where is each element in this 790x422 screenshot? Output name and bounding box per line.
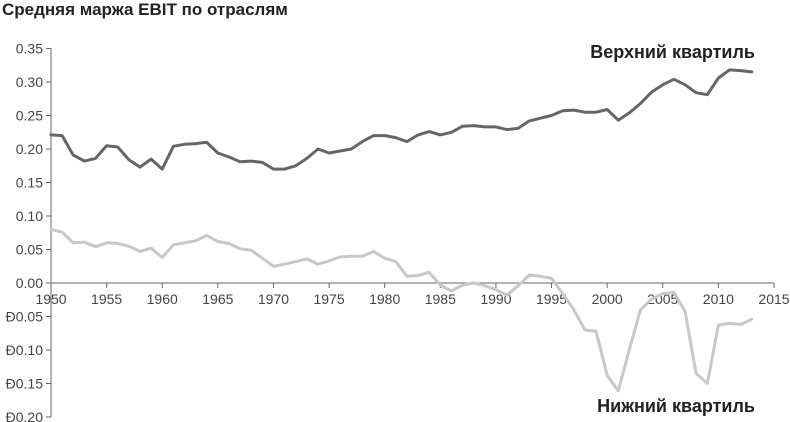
lower-quartile-line xyxy=(49,227,754,393)
x-tick-label: 1960 xyxy=(147,291,178,307)
x-tick-label: 1965 xyxy=(202,291,233,307)
y-tick-label: 0.20 xyxy=(16,141,43,157)
y-tick-label: Ð0.10 xyxy=(6,342,44,358)
y-tick-label: 0.15 xyxy=(16,175,43,191)
lower-quartile-label: Нижний квартиль xyxy=(597,396,755,416)
x-tick-label: 2010 xyxy=(703,291,734,307)
x-tick-label: 1955 xyxy=(91,291,122,307)
x-tick-label: 1985 xyxy=(425,291,456,307)
x-tick-label: 1970 xyxy=(258,291,289,307)
x-tick-label: 2000 xyxy=(592,291,623,307)
x-tick-label: 2005 xyxy=(647,291,678,307)
x-tick-label: 1995 xyxy=(536,291,567,307)
y-tick-label: Ð0.05 xyxy=(6,309,44,325)
y-tick-label: 0.00 xyxy=(16,275,43,291)
upper-quartile-label: Верхний квартиль xyxy=(590,42,755,62)
y-tick-label: 0.10 xyxy=(16,208,43,224)
x-tick-label: 1975 xyxy=(313,291,344,307)
y-tick-label: Ð0.20 xyxy=(6,409,44,422)
upper-quartile-line xyxy=(49,68,754,171)
y-tick-label: 0.35 xyxy=(16,41,43,57)
y-tick-label: 0.25 xyxy=(16,108,43,124)
x-tick-label: 1950 xyxy=(35,291,66,307)
x-tick-label: 1980 xyxy=(369,291,400,307)
y-tick-label: Ð0.15 xyxy=(6,376,44,392)
x-tick-label: 2015 xyxy=(758,291,789,307)
chart-title: Средняя маржа EBIT по отраслям xyxy=(2,0,288,19)
y-tick-label: 0.05 xyxy=(16,242,43,258)
y-tick-label: 0.30 xyxy=(16,74,43,90)
